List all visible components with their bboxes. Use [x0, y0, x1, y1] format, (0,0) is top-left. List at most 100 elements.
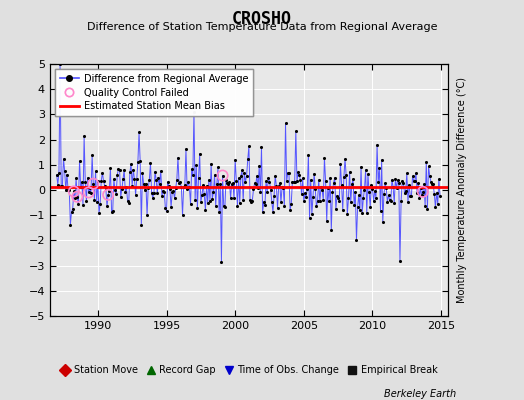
Point	[334, 195, 342, 201]
Point	[85, 185, 94, 191]
Point	[333, 192, 341, 199]
Point	[223, 180, 232, 186]
Point	[278, 184, 286, 190]
Point	[116, 194, 125, 200]
Point	[245, 143, 253, 150]
Point	[236, 199, 244, 206]
Point	[318, 186, 326, 193]
Point	[405, 181, 413, 188]
Point	[339, 207, 347, 213]
Point	[430, 190, 439, 197]
Point	[100, 178, 108, 184]
Point	[387, 198, 395, 204]
Point	[104, 192, 112, 198]
Point	[73, 194, 81, 200]
Point	[243, 172, 251, 179]
Point	[198, 192, 206, 198]
Point	[248, 197, 257, 204]
Point	[395, 180, 403, 186]
Point	[113, 172, 122, 178]
Point	[265, 178, 274, 185]
Point	[353, 204, 362, 210]
Point	[282, 178, 291, 184]
Point	[181, 182, 189, 188]
Point	[386, 196, 394, 203]
Point	[234, 175, 243, 181]
Point	[140, 186, 149, 193]
Point	[73, 194, 81, 200]
Point	[241, 178, 249, 185]
Point	[166, 186, 174, 192]
Point	[376, 208, 385, 214]
Point	[59, 156, 68, 162]
Point	[175, 180, 183, 187]
Point	[425, 173, 434, 179]
Point	[70, 188, 78, 195]
Point	[90, 196, 99, 203]
Point	[82, 198, 91, 204]
Text: CROSHO: CROSHO	[232, 10, 292, 28]
Point	[314, 177, 323, 183]
Point	[172, 177, 181, 183]
Point	[419, 189, 427, 195]
Point	[219, 172, 227, 179]
Legend: Station Move, Record Gap, Time of Obs. Change, Empirical Break: Station Move, Record Gap, Time of Obs. C…	[59, 363, 439, 377]
Point	[325, 197, 333, 204]
Point	[281, 120, 290, 126]
Point	[424, 163, 433, 170]
Point	[222, 176, 230, 183]
Point	[121, 188, 129, 195]
Point	[406, 193, 414, 199]
Point	[53, 181, 62, 188]
Point	[122, 184, 130, 190]
Point	[263, 189, 271, 195]
Point	[159, 187, 167, 194]
Point	[328, 189, 336, 196]
Point	[381, 180, 389, 186]
Point	[380, 191, 388, 198]
Point	[190, 108, 198, 115]
Point	[102, 185, 110, 192]
Point	[69, 206, 77, 212]
Point	[364, 171, 372, 177]
Point	[340, 174, 348, 180]
Point	[74, 201, 83, 208]
Point	[213, 180, 221, 187]
Point	[75, 158, 84, 164]
Point	[258, 209, 267, 215]
Point	[158, 193, 166, 199]
Point	[77, 183, 85, 190]
Point	[351, 189, 359, 195]
Point	[132, 191, 140, 198]
Point	[337, 182, 346, 188]
Point	[95, 210, 103, 216]
Point	[299, 175, 307, 182]
Point	[268, 198, 276, 205]
Point	[124, 198, 132, 204]
Point	[191, 197, 199, 204]
Point	[249, 186, 258, 193]
Point	[104, 192, 112, 198]
Point	[84, 189, 93, 196]
Point	[369, 198, 378, 204]
Point	[163, 178, 172, 185]
Point	[290, 178, 299, 185]
Legend: Difference from Regional Average, Quality Control Failed, Estimated Station Mean: Difference from Regional Average, Qualit…	[54, 69, 253, 116]
Point	[292, 128, 300, 134]
Point	[262, 178, 270, 184]
Point	[154, 174, 162, 181]
Point	[309, 194, 317, 200]
Point	[256, 189, 265, 196]
Point	[367, 182, 376, 188]
Point	[203, 200, 212, 206]
Point	[233, 203, 242, 209]
Point	[240, 170, 248, 177]
Point	[97, 178, 105, 184]
Point	[303, 186, 311, 192]
Point	[212, 202, 220, 209]
Point	[414, 180, 422, 186]
Point	[171, 185, 180, 192]
Point	[304, 152, 313, 158]
Point	[81, 178, 90, 185]
Point	[336, 161, 345, 167]
